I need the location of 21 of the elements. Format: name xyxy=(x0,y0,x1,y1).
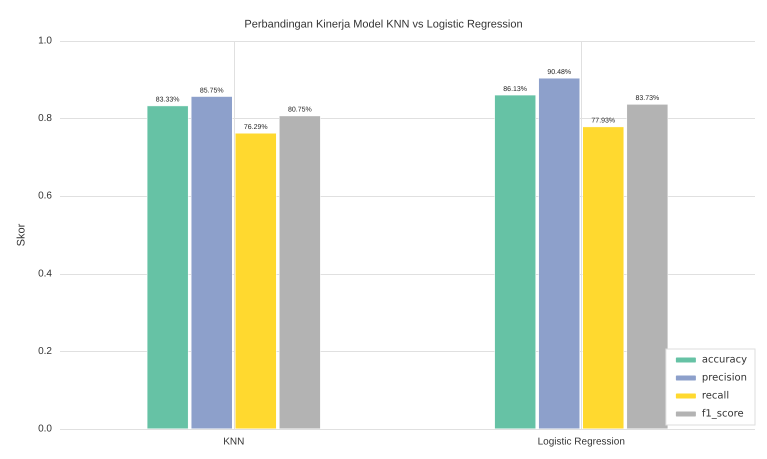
y-tick-label: 0.4 xyxy=(38,268,52,280)
legend-label: precision xyxy=(702,372,748,384)
bar xyxy=(146,106,188,429)
y-axis-title: Skor xyxy=(16,223,28,246)
legend-label: accuracy xyxy=(702,354,748,366)
bar xyxy=(234,132,277,429)
legend-label: f1_score xyxy=(702,408,744,420)
y-tick-label: 0.8 xyxy=(38,113,52,124)
bar xyxy=(190,96,233,429)
bar xyxy=(582,126,624,429)
bar xyxy=(538,78,580,429)
y-tick-label: 0.2 xyxy=(38,346,52,357)
bar xyxy=(494,94,536,429)
bar xyxy=(279,116,321,429)
chart-title: Perbandingan Kinerja Model KNN vs Logistic Regression xyxy=(244,18,523,30)
y-tick-label: 0.0 xyxy=(38,424,52,434)
x-tick-label: Logistic Regression xyxy=(538,436,625,448)
legend-label: recall xyxy=(702,390,730,402)
y-tick-label: 0.6 xyxy=(38,190,52,202)
x-tick-label: KNN xyxy=(223,436,244,448)
y-tick-label: 1.0 xyxy=(38,36,52,46)
